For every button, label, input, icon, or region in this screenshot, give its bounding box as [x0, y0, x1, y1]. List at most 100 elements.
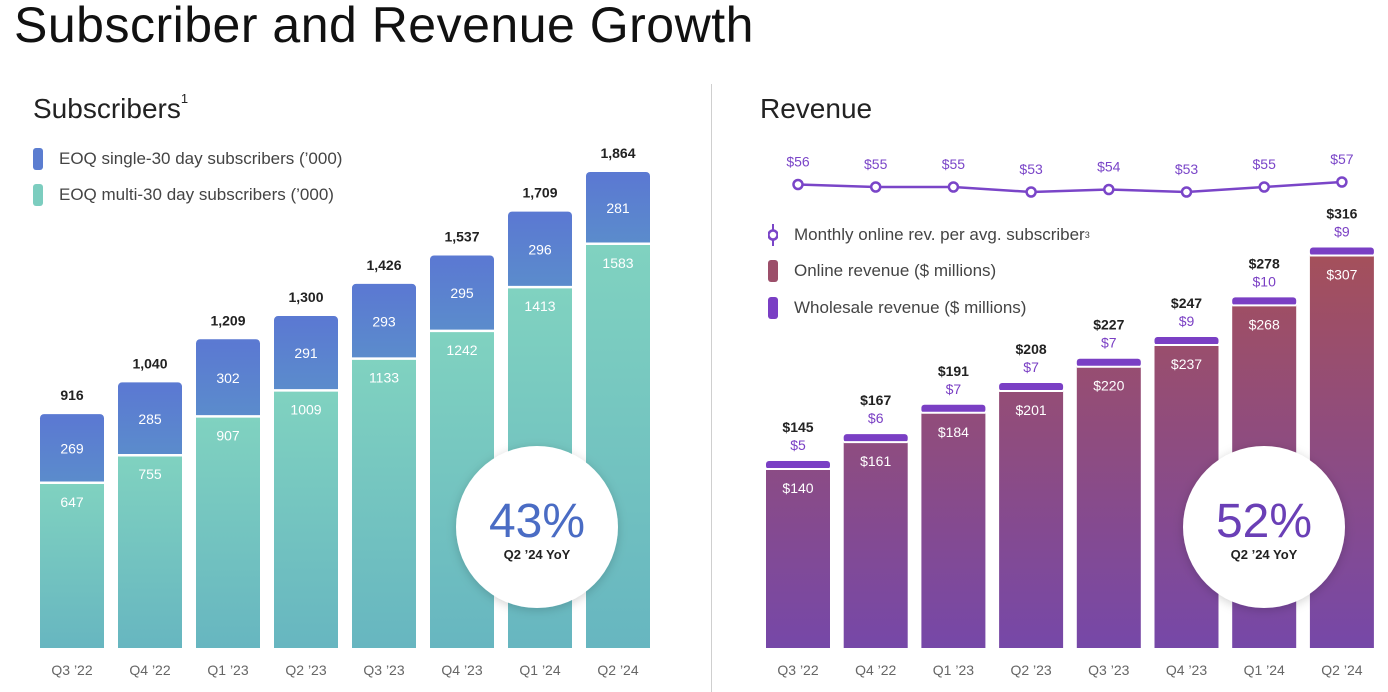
legend-single-subscribers: EOQ single-30 day subscribers (’000) — [33, 148, 342, 170]
bar-label-wholesale: $10 — [1253, 273, 1277, 289]
bar-label-wholesale: $9 — [1179, 313, 1195, 329]
yoy-badge-label: Q2 ’24 YoY — [504, 547, 571, 562]
bar-label-single: 269 — [60, 440, 84, 456]
bar-label-single: 295 — [450, 285, 474, 301]
bar-total-label: 1,709 — [522, 185, 557, 201]
legend-label-single: EOQ single-30 day subscribers (’000) — [59, 149, 343, 168]
bar-multi-subscribers — [40, 482, 104, 648]
yoy-badge-revenue: 52%Q2 ’24 YoY — [1183, 446, 1345, 608]
bar-multi-subscribers — [586, 243, 650, 648]
bar-label-online: $307 — [1326, 267, 1357, 283]
x-tick-label: Q1 ’24 — [519, 662, 560, 678]
bar-single-subscribers-fill — [430, 259, 494, 331]
yoy-badge-circle — [456, 446, 618, 608]
subscribers-title-text: Subscribers — [33, 93, 181, 124]
x-tick-label: Q2 ’23 — [1010, 662, 1051, 678]
bar-total-label: $145 — [782, 419, 813, 435]
bar-total-label: $167 — [860, 392, 891, 408]
line-point-label: $55 — [942, 156, 966, 172]
yoy-badge-value: 43% — [489, 495, 585, 548]
x-tick-label: Q3 ’22 — [51, 662, 92, 678]
bar-total-label: $247 — [1171, 295, 1202, 311]
line-point-label: $54 — [1097, 159, 1121, 175]
yoy-badge-subscribers: 43%Q2 ’24 YoY — [456, 446, 618, 608]
bar-wholesale-revenue — [1154, 337, 1219, 345]
x-tick-label: Q2 ’24 — [597, 662, 638, 678]
legend-multi-subscribers: EOQ multi-30 day subscribers (’000) — [33, 184, 334, 206]
bar-total-label: $316 — [1326, 206, 1357, 222]
line-point — [1258, 181, 1270, 193]
bar-label-online: $237 — [1171, 356, 1202, 372]
bar-label-wholesale: $7 — [946, 381, 962, 397]
legend-wholesale-revenue: Wholesale revenue ($ millions) — [768, 297, 1026, 319]
subscribers-chart-title: Subscribers1 — [33, 91, 188, 125]
x-tick-label: Q2 ’23 — [285, 662, 326, 678]
revenue-chart-title: Revenue — [760, 93, 873, 124]
x-tick-label: Q4 ’22 — [129, 662, 170, 678]
bar-single-subscribers-fill — [274, 320, 338, 391]
x-tick-label: Q3 ’23 — [1088, 662, 1129, 678]
x-tick-label: Q4 ’22 — [855, 662, 896, 678]
legend-swatch-wholesale — [768, 297, 778, 319]
bar-online-revenue — [999, 391, 1064, 648]
line-point — [869, 181, 882, 193]
yoy-badge-value: 52% — [1216, 495, 1312, 548]
bar-label-multi: 1242 — [446, 342, 477, 358]
bar-total-label: 916 — [60, 387, 84, 403]
bar-multi-subscribers — [274, 390, 338, 648]
x-tick-label: Q1 ’23 — [207, 662, 248, 678]
bar-wholesale-revenue — [766, 461, 830, 470]
bar-label-multi: 755 — [138, 466, 162, 482]
legend-label-online: Online revenue ($ millions) — [794, 261, 997, 280]
legend-swatch-single — [33, 148, 43, 170]
bar-label-online: $201 — [1016, 402, 1047, 418]
line-point — [1336, 176, 1348, 188]
legend-footnote-3: 3 — [1084, 230, 1090, 240]
bar-single-subscribers-fill — [586, 176, 650, 244]
line-point — [792, 178, 804, 191]
bar-wholesale-revenue — [1076, 358, 1141, 367]
line-point-label: $56 — [786, 154, 810, 170]
bar-label-multi: 1133 — [369, 370, 399, 386]
bar-single-subscribers-fill — [196, 343, 260, 417]
bar-label-wholesale: $7 — [1101, 335, 1117, 351]
bar-total-label: 1,040 — [132, 355, 167, 371]
bar-online-revenue — [1309, 255, 1374, 648]
yoy-badge-label: Q2 ’24 YoY — [1231, 547, 1298, 562]
bar-label-single: 285 — [138, 411, 162, 427]
bar-label-online: $184 — [938, 424, 969, 440]
bar-total-label: $191 — [938, 363, 969, 379]
line-point — [1025, 186, 1037, 198]
bar-label-online: $268 — [1249, 316, 1280, 332]
line-point — [1103, 183, 1115, 196]
line-point-label: $57 — [1330, 151, 1354, 167]
bar-wholesale-revenue — [843, 434, 908, 443]
bar-label-online: $161 — [860, 453, 891, 469]
bar-label-multi: 1413 — [524, 298, 555, 314]
bar-online-revenue — [1076, 366, 1141, 648]
line-point — [947, 181, 960, 193]
bar-multi-subscribers — [118, 455, 182, 648]
bar-total-label: 1,209 — [210, 312, 245, 328]
chart-divider — [711, 84, 712, 692]
bar-label-single: 302 — [216, 370, 240, 386]
bar-total-label: $208 — [1016, 341, 1047, 357]
bar-label-wholesale: $9 — [1334, 224, 1350, 240]
line-point-label: $55 — [864, 156, 888, 172]
bar-label-single: 281 — [606, 200, 630, 216]
x-tick-label: Q1 ’24 — [1244, 662, 1285, 678]
bar-total-label: 1,426 — [366, 257, 401, 273]
bar-total-label: 1,300 — [288, 289, 323, 305]
bar-wholesale-revenue — [1309, 247, 1374, 256]
bar-label-wholesale: $5 — [790, 437, 806, 453]
bar-multi-subscribers — [196, 416, 260, 648]
legend-online-revenue: Online revenue ($ millions) — [768, 260, 996, 282]
bar-label-multi: 647 — [60, 494, 84, 510]
bar-label-multi: 1583 — [602, 255, 633, 271]
legend-label-wholesale: Wholesale revenue ($ millions) — [794, 298, 1027, 317]
bar-wholesale-revenue — [921, 404, 986, 413]
x-tick-label: Q3 ’23 — [363, 662, 404, 678]
legend-rev-per-subscriber: Monthly online rev. per avg. subscriber 3 — [768, 224, 1090, 246]
bar-online-revenue — [766, 469, 830, 648]
legend-swatch-online — [768, 260, 778, 282]
